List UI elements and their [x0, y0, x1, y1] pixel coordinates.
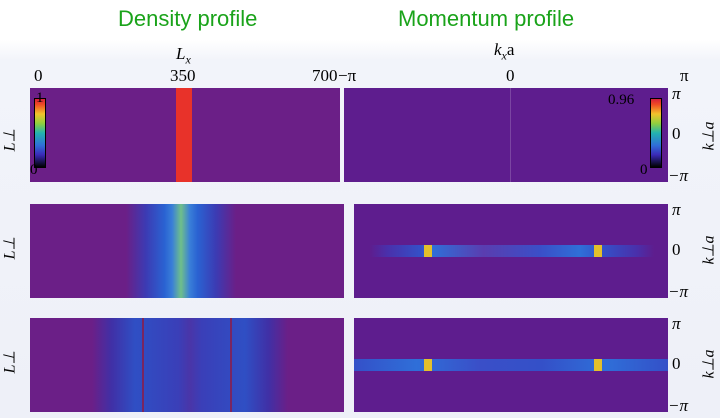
ky-label-row1: k⊥a	[700, 121, 718, 151]
density-spread-row3	[92, 318, 288, 412]
momentum-peak-row2-right	[594, 245, 602, 257]
density-tick-700: 700	[312, 66, 338, 85]
density-panel-row2	[30, 204, 344, 298]
momentum-peak-row3-right	[594, 359, 602, 371]
momentum-peak-row3-left	[424, 359, 432, 371]
momentum-tick-zero: 0	[506, 66, 515, 85]
density-colorbar-min: 0	[30, 162, 38, 178]
momentum-profile-title: Momentum profile	[398, 6, 575, 31]
density-tick-350: 350	[170, 66, 196, 85]
momentum-panel-row3	[354, 318, 668, 412]
momentum-x-axis-label: kxa	[494, 40, 515, 63]
momentum-panel-row1: 0.96 0	[344, 88, 668, 182]
ky-label-row2: k⊥a	[700, 235, 718, 265]
ky-tick-row2-pi: π	[672, 200, 681, 219]
density-stripe-center	[176, 88, 192, 182]
ky-tick-row1-neg-pi: −π	[668, 166, 688, 185]
momentum-colorbar-max: 0.96	[608, 92, 635, 108]
momentum-panel-row2	[354, 204, 668, 298]
row3-label: L⊥	[1, 350, 19, 374]
ky-tick-row1-pi: π	[672, 84, 681, 103]
ky-tick-row3-neg-pi: −π	[668, 396, 688, 415]
density-panel-row1: 1 0	[30, 88, 340, 182]
momentum-tick-neg-pi: −π	[338, 66, 357, 85]
density-panel-row3	[30, 318, 344, 412]
momentum-band-row2	[370, 245, 654, 257]
momentum-midline-row1	[510, 88, 511, 182]
density-colorbar-max: 1	[36, 90, 44, 106]
ky-tick-row1-zero: 0	[672, 124, 681, 143]
ky-tick-row2-neg-pi: −π	[668, 282, 688, 301]
momentum-tick-pi: π	[680, 66, 689, 85]
momentum-peak-row2-left	[424, 245, 432, 257]
ky-label-row3: k⊥a	[700, 349, 718, 379]
density-tick-0: 0	[34, 66, 43, 85]
ky-tick-row2-zero: 0	[672, 240, 681, 259]
row2-label: L⊥	[1, 236, 19, 260]
density-spread-row2	[126, 204, 236, 298]
density-x-axis-label: Lx	[176, 44, 191, 67]
ky-tick-row3-zero: 0	[672, 354, 681, 373]
momentum-band-row3	[354, 359, 668, 371]
momentum-colorbar-min: 0	[640, 162, 648, 178]
density-line-row3-left	[142, 318, 144, 412]
row1-label: L⊥	[1, 128, 19, 152]
momentum-colorbar	[650, 98, 662, 168]
density-profile-title: Density profile	[118, 6, 258, 31]
density-colorbar	[34, 98, 46, 168]
ky-tick-row3-pi: π	[672, 314, 681, 333]
density-line-row3-right	[230, 318, 232, 412]
